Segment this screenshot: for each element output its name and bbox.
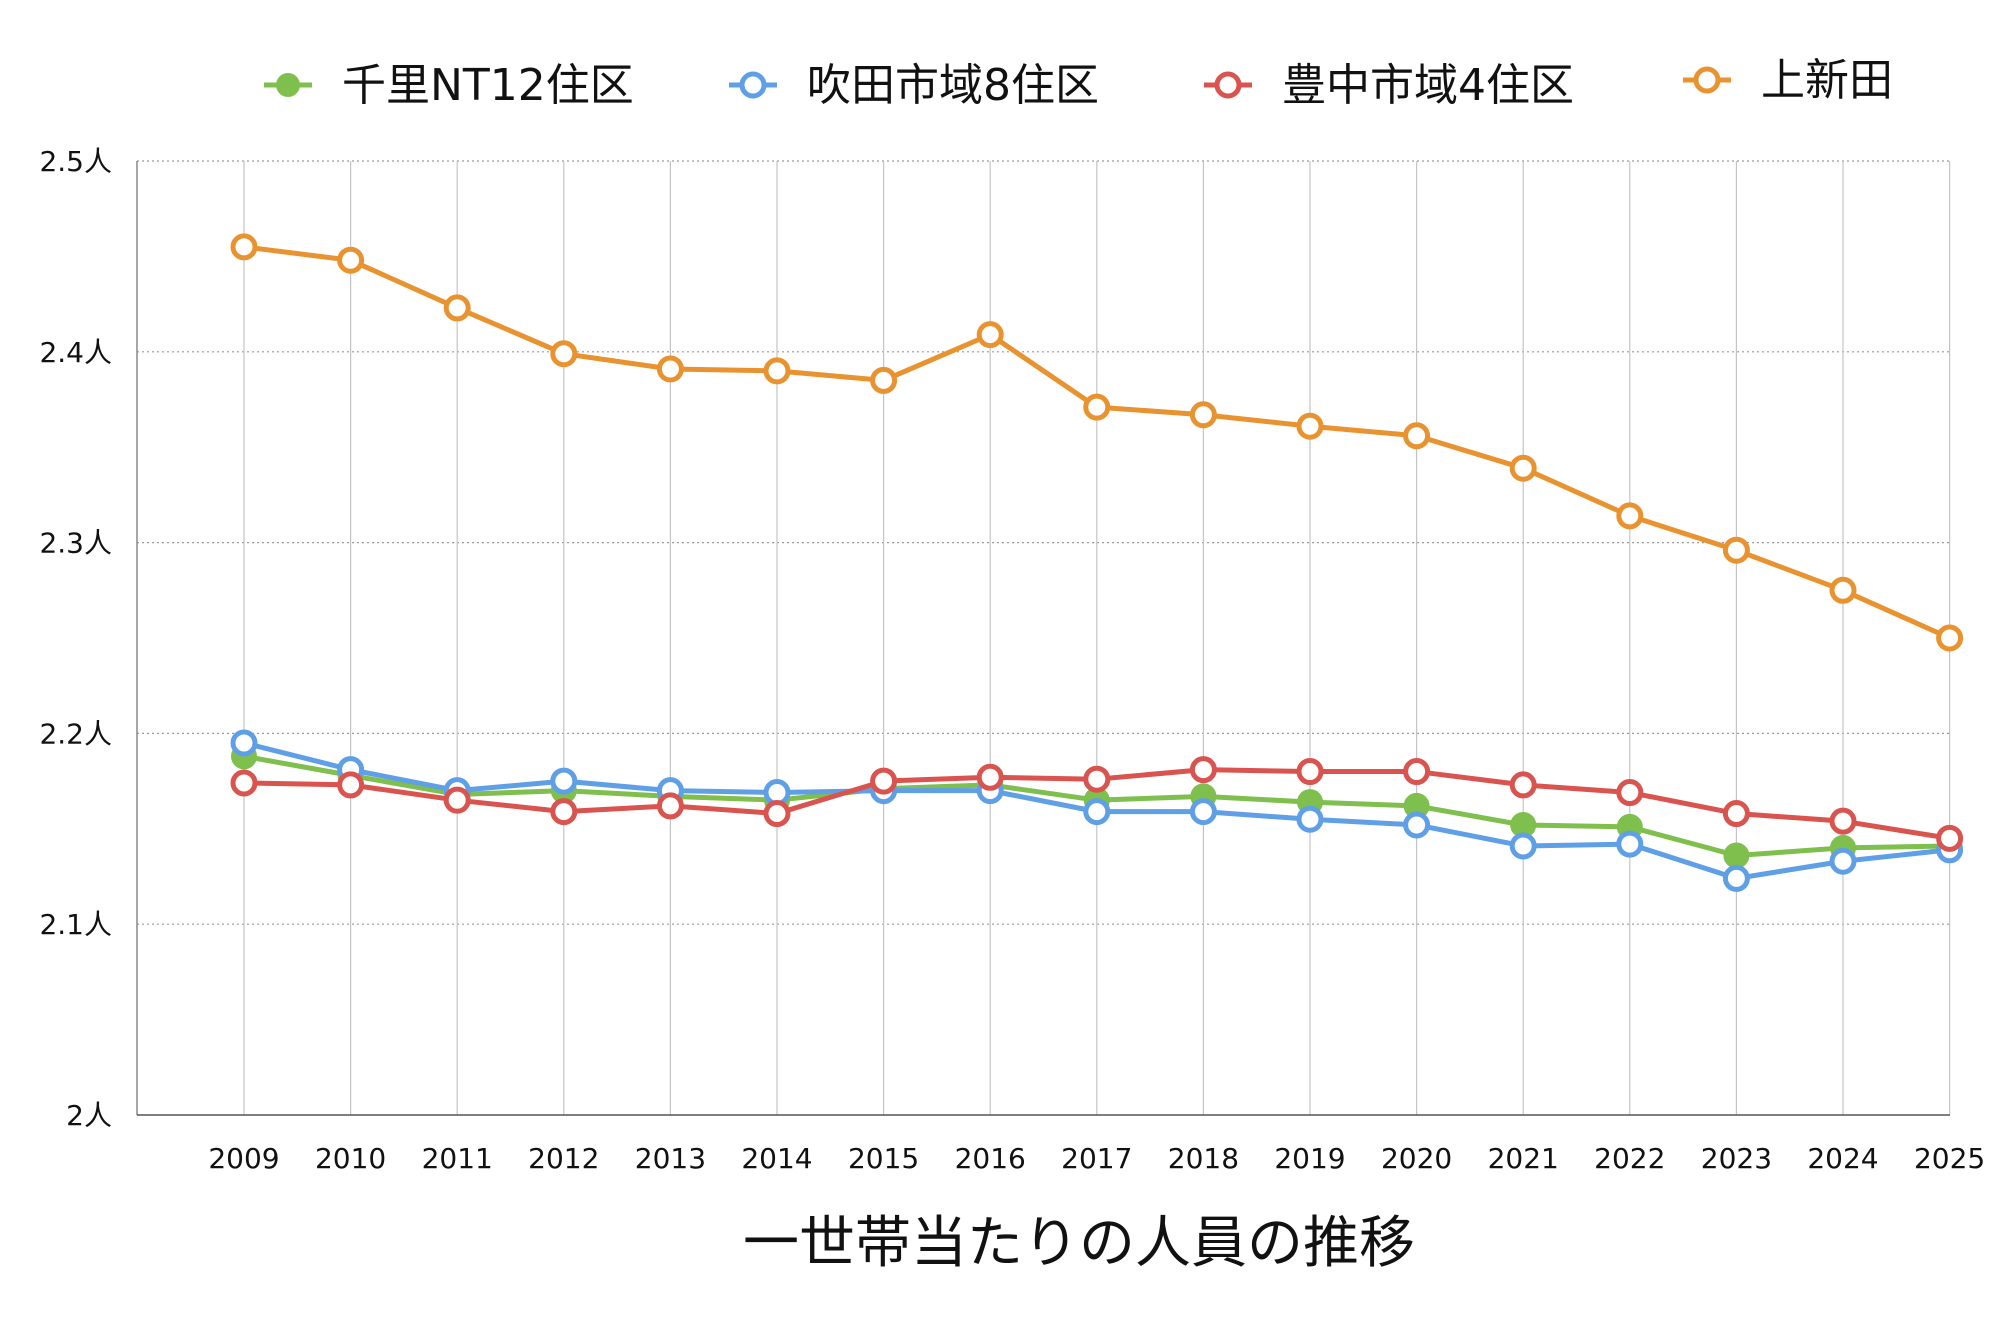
series-2 xyxy=(230,729,1964,892)
x-tick-label: 2011 xyxy=(422,1142,493,1175)
grid xyxy=(137,160,1951,1115)
data-point xyxy=(976,321,1004,349)
data-point xyxy=(1403,811,1431,839)
data-point xyxy=(443,294,471,322)
data-point xyxy=(1616,502,1644,530)
data-point xyxy=(1189,798,1217,826)
data-point xyxy=(1083,798,1111,826)
x-tick-label: 2019 xyxy=(1274,1142,1345,1175)
data-point xyxy=(1189,401,1217,429)
x-tick-label: 2017 xyxy=(1061,1142,1132,1175)
data-point xyxy=(1403,758,1431,786)
y-tick-label: 2.2人 xyxy=(39,717,112,750)
legend-label: 千里NT12住区 xyxy=(342,60,634,111)
data-point xyxy=(1403,422,1431,450)
data-point xyxy=(1936,624,1964,652)
x-tick-label: 2025 xyxy=(1914,1142,1985,1175)
x-tick-label: 2010 xyxy=(315,1142,386,1175)
data-point xyxy=(656,792,684,820)
x-tick-label: 2009 xyxy=(208,1142,279,1175)
x-tick-label: 2018 xyxy=(1168,1142,1239,1175)
x-tick-label: 2020 xyxy=(1381,1142,1452,1175)
legend-item-2: 吹田市域8住区 xyxy=(729,60,1099,111)
data-point xyxy=(1509,832,1537,860)
legend-item-1: 千里NT12住区 xyxy=(264,60,634,111)
legend-swatch-marker xyxy=(1693,66,1721,94)
data-point xyxy=(1936,824,1964,852)
data-point xyxy=(1722,536,1750,564)
data-point xyxy=(337,246,365,274)
x-tick-label: 2012 xyxy=(528,1142,599,1175)
x-tick-label: 2014 xyxy=(741,1142,812,1175)
x-tick-label: 2024 xyxy=(1807,1142,1878,1175)
data-point xyxy=(1722,864,1750,892)
data-point xyxy=(550,767,578,795)
data-point xyxy=(763,357,791,385)
series-3 xyxy=(230,756,1964,852)
legend-label: 上新田 xyxy=(1761,55,1893,106)
x-tick-label: 2021 xyxy=(1488,1142,1559,1175)
axes: 2人 2.1人 2.2人 2.3人 2.4人 2.5人 2009 2010 2011 2012 20… xyxy=(39,145,1985,1175)
data-point xyxy=(1616,779,1644,807)
y-tick-label: 2.4人 xyxy=(39,336,112,369)
x-tick-label: 2022 xyxy=(1594,1142,1665,1175)
data-point xyxy=(976,763,1004,791)
data-point xyxy=(870,366,898,394)
data-point xyxy=(1296,805,1324,833)
data-point xyxy=(230,233,258,261)
legend-swatch-marker xyxy=(739,71,767,99)
data-point xyxy=(1616,830,1644,858)
data-point xyxy=(1829,576,1857,604)
data-point xyxy=(337,771,365,799)
y-tick-label: 2.1人 xyxy=(39,908,112,941)
legend-label: 豊中市域4住区 xyxy=(1282,60,1574,111)
data-point xyxy=(550,340,578,368)
legend: 千里NT12住区 吹田市域8住区 豊中市域4住区 上新田 xyxy=(264,55,1893,111)
data-point xyxy=(1083,393,1111,421)
data-point xyxy=(656,355,684,383)
chart-title: 一世帯当たりの人員の推移 xyxy=(743,1211,1415,1276)
legend-item-3: 豊中市域4住区 xyxy=(1204,60,1574,111)
y-tick-label: 2人 xyxy=(66,1099,112,1132)
data-point xyxy=(1296,412,1324,440)
data-point xyxy=(1829,847,1857,875)
data-point xyxy=(1722,800,1750,828)
data-point xyxy=(1083,765,1111,793)
data-point xyxy=(1829,807,1857,835)
series-lines xyxy=(230,233,1964,892)
data-point xyxy=(1723,842,1750,869)
legend-item-4: 上新田 xyxy=(1683,55,1893,106)
data-point xyxy=(1296,758,1324,786)
data-point xyxy=(230,729,258,757)
legend-swatch-marker xyxy=(276,73,300,97)
x-tick-label: 2013 xyxy=(635,1142,706,1175)
y-tick-label: 2.3人 xyxy=(39,527,112,560)
legend-swatch-marker xyxy=(1214,71,1242,99)
series-4 xyxy=(230,233,1964,652)
legend-label: 吹田市域8住区 xyxy=(807,60,1099,111)
data-point xyxy=(443,786,471,814)
data-point xyxy=(1189,756,1217,784)
data-point xyxy=(230,769,258,797)
x-tick-label: 2015 xyxy=(848,1142,919,1175)
y-tick-label: 2.5人 xyxy=(39,145,112,178)
data-point xyxy=(1509,771,1537,799)
data-point xyxy=(1509,454,1537,482)
data-point xyxy=(763,800,791,828)
data-point xyxy=(550,798,578,826)
data-point xyxy=(870,767,898,795)
x-tick-label: 2023 xyxy=(1701,1142,1772,1175)
x-tick-label: 2016 xyxy=(955,1142,1026,1175)
